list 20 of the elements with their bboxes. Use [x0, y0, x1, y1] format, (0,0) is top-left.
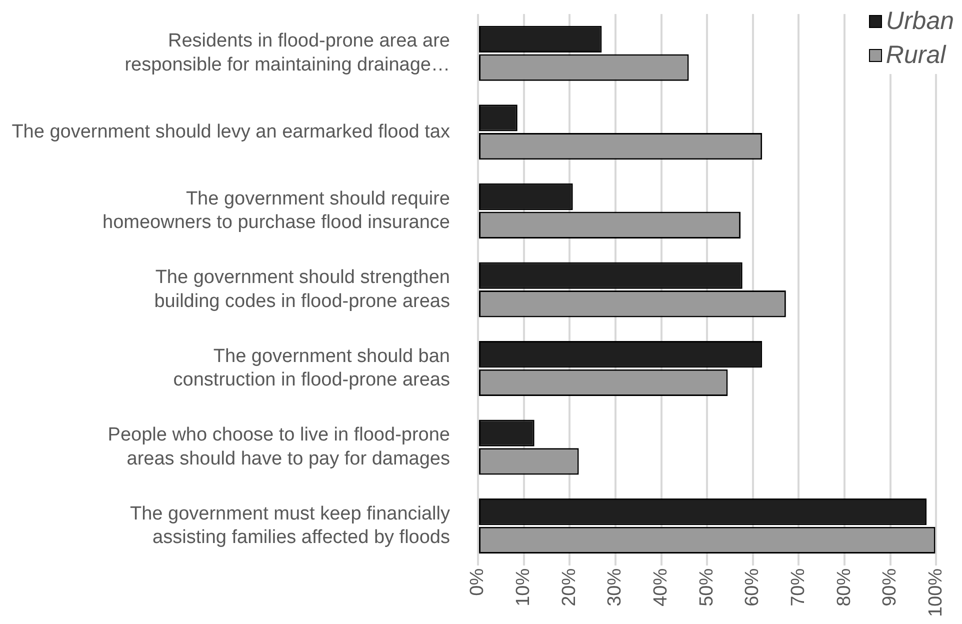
y-tick-label: The government should levy an earmarked flood tax	[12, 121, 450, 142]
y-tick-label: The government must keep financially assisting families affected by floods	[130, 503, 450, 548]
legend-label: Rural	[886, 40, 946, 71]
x-tick-label: 20%	[558, 568, 580, 606]
x-tick-label: 40%	[650, 568, 672, 606]
x-tick-label: 100%	[925, 568, 946, 618]
x-tick-label: 80%	[834, 568, 855, 606]
x-tick-label: 10%	[513, 568, 534, 606]
y-tick-label: The government should require homeowners to purchase flood insurance	[102, 188, 450, 234]
y-tick-label: The government should ban construction in flood-prone areas	[173, 346, 450, 391]
x-tick-label: 90%	[880, 568, 901, 606]
x-tick-label: 60%	[742, 568, 764, 606]
y-tick-label: Residents in flood-prone area are responsible for maintaining drainage…	[124, 30, 450, 76]
y-tick-label: People who choose to live in flood-prone areas should have to pay for damages	[108, 424, 450, 470]
y-tick-label: The government should strengthen building codes in flood-prone areas	[154, 267, 450, 312]
x-tick-label: 0%	[467, 568, 488, 596]
x-tick-label: 70%	[788, 568, 809, 606]
x-tick-label: 30%	[604, 568, 626, 606]
x-tick-label: 50%	[696, 568, 718, 606]
legend-label: Urban	[886, 6, 954, 37]
